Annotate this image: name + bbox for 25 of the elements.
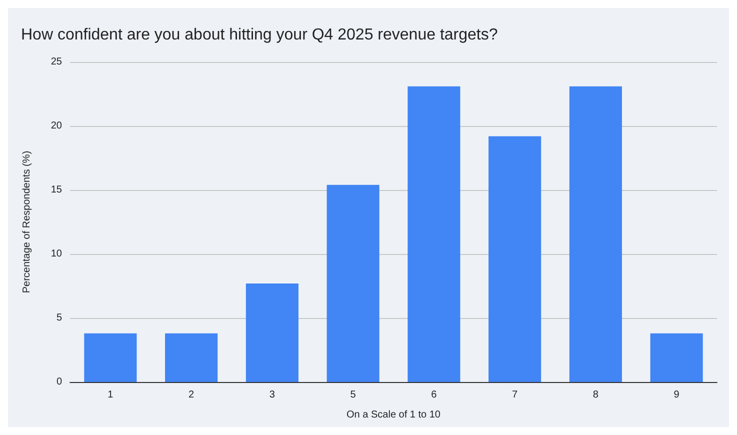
x-tick-label: 5 <box>350 390 356 400</box>
x-tick-label: 6 <box>431 390 438 400</box>
y-tick-label: 20 <box>50 120 62 132</box>
bar <box>488 136 542 382</box>
y-tick-label: 25 <box>50 56 62 68</box>
y-tick-label: 5 <box>56 312 62 324</box>
x-axis-title: On a Scale of 1 to 10 <box>346 410 441 420</box>
y-tick-label: 15 <box>50 184 62 196</box>
y-axis-title: Percentage of Respondents (%) <box>22 150 32 294</box>
y-tick-label: 0 <box>56 376 62 388</box>
bar <box>650 333 703 382</box>
x-tick-label: 7 <box>512 390 518 400</box>
bar <box>408 86 460 382</box>
x-tick-label: 2 <box>188 390 195 400</box>
bar <box>165 333 218 382</box>
bar <box>84 333 137 382</box>
y-tick-label: 10 <box>50 248 62 260</box>
bar <box>326 184 380 382</box>
bar <box>569 86 622 382</box>
bar <box>246 283 298 382</box>
x-tick-label: 3 <box>269 390 276 400</box>
x-tick-label: 1 <box>108 390 114 400</box>
chart-title: How confident are you about hitting your Q4 2025 revenue targets? <box>21 26 498 44</box>
x-tick-label: 9 <box>674 390 680 400</box>
x-tick-label: 8 <box>592 390 599 400</box>
